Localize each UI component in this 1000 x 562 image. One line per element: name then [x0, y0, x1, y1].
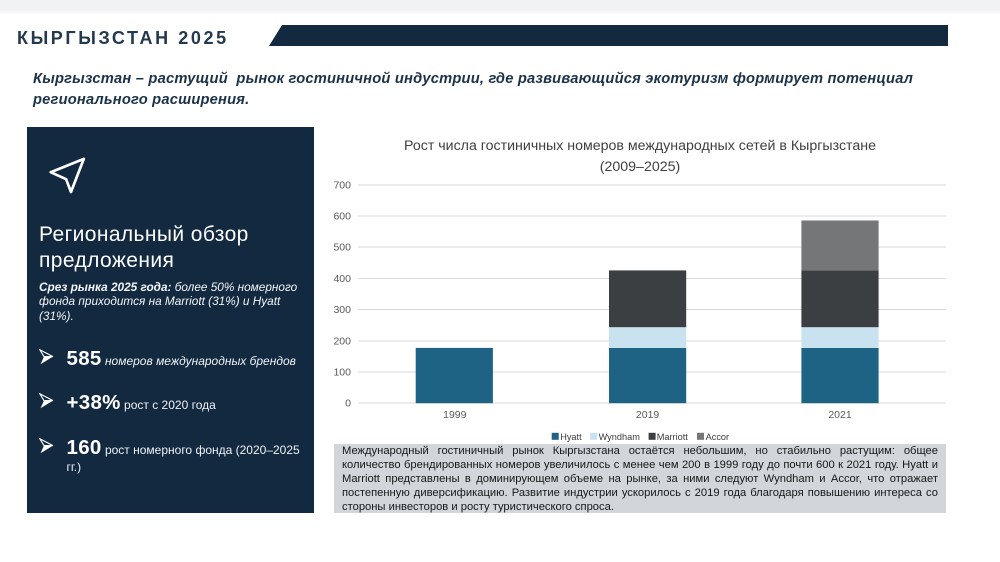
svg-text:2019: 2019: [636, 409, 660, 421]
svg-text:Marriott: Marriott: [657, 432, 689, 442]
svg-text:1999: 1999: [443, 409, 467, 421]
svg-text:0: 0: [345, 398, 351, 410]
svg-text:100: 100: [333, 367, 351, 379]
svg-text:300: 300: [333, 304, 351, 316]
svg-text:2021: 2021: [828, 409, 852, 421]
svg-text:Рост числа гостиничных номеров: Рост числа гостиничных номеров междунаро…: [404, 138, 876, 154]
svg-text:Accor: Accor: [706, 432, 730, 442]
svg-text:(2009–2025): (2009–2025): [600, 159, 680, 175]
svg-text:500: 500: [333, 242, 351, 254]
svg-text:700: 700: [333, 179, 351, 191]
svg-text:Hyatt: Hyatt: [560, 432, 582, 442]
svg-text:200: 200: [333, 335, 351, 347]
svg-text:600: 600: [333, 211, 351, 223]
svg-text:Wyndham: Wyndham: [599, 432, 641, 442]
svg-text:400: 400: [333, 273, 351, 285]
